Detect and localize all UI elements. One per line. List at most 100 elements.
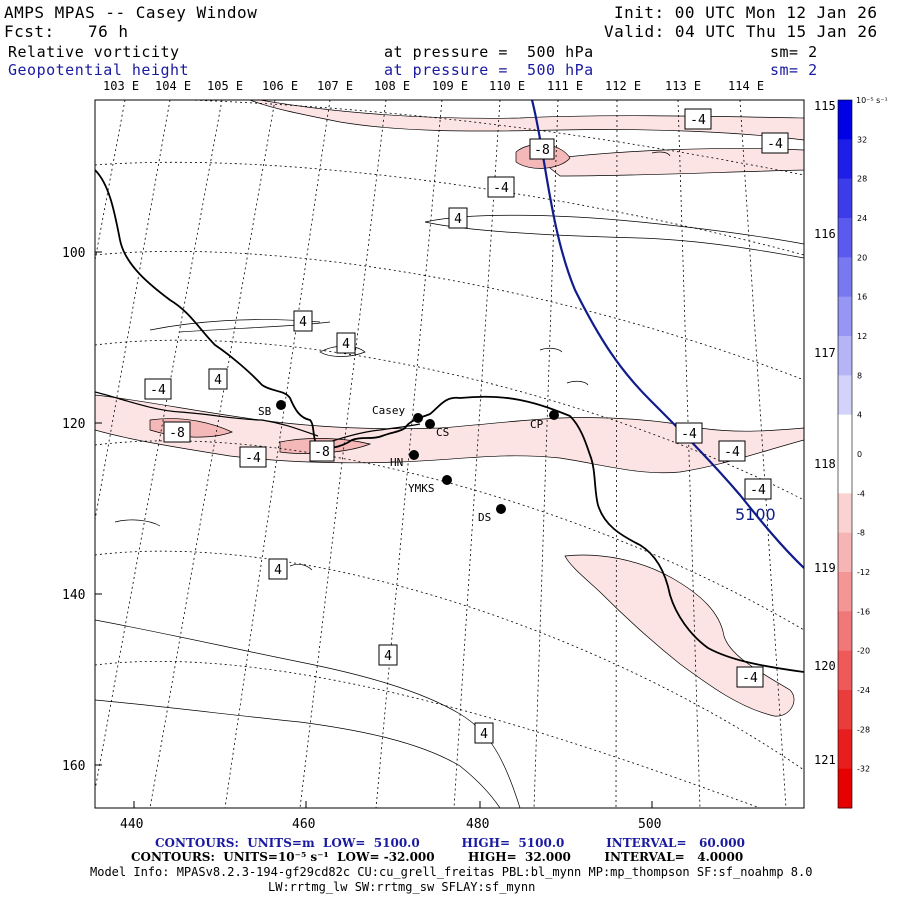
- meridian-line: [95, 100, 223, 791]
- parallel-line: [95, 161, 804, 256]
- station-marker: [413, 413, 423, 423]
- station-marker: [276, 400, 286, 410]
- station-marker: [549, 410, 559, 420]
- colorbar-segment: [838, 768, 852, 809]
- colorbar-label: -28: [857, 725, 870, 734]
- colorbar-segment: [838, 218, 852, 258]
- svg-text:4: 4: [384, 649, 392, 664]
- axis-ticks: [95, 251, 653, 808]
- meridian-line: [95, 100, 171, 521]
- colorbar-label: 32: [857, 135, 867, 144]
- axis-labels: 100 120 140 160 440 460 480 500: [62, 246, 661, 832]
- lon-label: 113 E: [665, 79, 701, 93]
- field2-name: Geopotential height: [8, 61, 190, 79]
- vort-contour: [289, 564, 313, 571]
- field1-level: at pressure = 500 hPa: [384, 43, 594, 61]
- contour-label: -4: [144, 378, 172, 400]
- vort-contour: [424, 214, 804, 245]
- colorbar-segment: [838, 139, 852, 180]
- contour-label: -4: [761, 132, 789, 154]
- station-marker: [425, 419, 435, 429]
- x-tick-label: 440: [120, 817, 143, 832]
- lon-label: 103 E: [103, 79, 139, 93]
- meridian-line: [615, 100, 618, 808]
- contour-label: 4: [336, 332, 356, 354]
- svg-text:-8: -8: [169, 426, 185, 441]
- svg-text:4: 4: [480, 727, 488, 742]
- colorbar-segment: [838, 454, 852, 494]
- station-label: SB: [258, 405, 272, 418]
- meridian-line: [224, 100, 331, 808]
- vort-contour: [95, 699, 501, 808]
- svg-text:4: 4: [274, 563, 282, 578]
- lon-label: 109 E: [432, 79, 468, 93]
- colorbar-label: 24: [857, 214, 867, 223]
- colorbar-label: 20: [857, 253, 867, 262]
- x-tick-label: 460: [292, 817, 315, 832]
- lon-label: 107 E: [317, 79, 353, 93]
- svg-text:-4: -4: [681, 427, 697, 442]
- colorbar-label: -12: [857, 568, 870, 577]
- svg-text:-8: -8: [314, 445, 330, 460]
- colorbar-frame: [837, 99, 853, 809]
- plot-frame: [94, 99, 805, 809]
- parallel-line: [95, 251, 804, 381]
- contour-label: -8: [309, 440, 335, 462]
- vort-contour: [179, 321, 331, 333]
- colorbar-label: 4: [857, 411, 862, 420]
- colorbar-label: 16: [857, 293, 867, 302]
- field1-name: Relative vorticity: [8, 43, 180, 61]
- vort-band-south: [564, 554, 795, 717]
- station-label: CP: [530, 418, 544, 431]
- negative-vorticity-areas: [95, 100, 804, 717]
- contour-label: 4: [268, 558, 288, 580]
- contour-label: -4: [675, 422, 703, 444]
- colorbar-label: -4: [857, 489, 865, 498]
- lon-label: 108 E: [374, 79, 410, 93]
- station-label: Casey: [372, 404, 405, 417]
- vort-band-north2: [539, 148, 804, 177]
- svg-text:4: 4: [454, 212, 462, 227]
- vort-contour: [539, 347, 563, 353]
- meridian-line: [375, 100, 443, 808]
- vort-contour: [95, 619, 521, 808]
- colorbar-segment: [838, 414, 852, 455]
- colorbar-segment: [838, 611, 852, 652]
- field2-smoothing: sm= 2: [770, 61, 818, 79]
- y-tick-label: 100: [62, 246, 85, 261]
- footer-height-contours: CONTOURS: UNITS=m LOW= 5100.0 HIGH= 5100…: [155, 836, 745, 850]
- parallel-line: [189, 100, 804, 176]
- colorbar-label: 0: [857, 450, 862, 459]
- colorbar-segment: [838, 257, 852, 298]
- meridian-line: [95, 100, 126, 261]
- svg-text:-4: -4: [690, 113, 706, 128]
- contour-label: 4: [448, 207, 468, 229]
- init-time: Init: 00 UTC Mon 12 Jan 26: [614, 3, 878, 22]
- colorbar-segment: [838, 493, 852, 534]
- footer-model-info: Model Info: MPASv8.2.3-194-gf29cd82c CU:…: [90, 865, 813, 879]
- meridian-line: [677, 100, 701, 808]
- lon-label: 112 E: [605, 79, 641, 93]
- station-marker: [496, 504, 506, 514]
- contour-label: -4: [239, 446, 267, 468]
- svg-text:-4: -4: [767, 137, 783, 152]
- colorbar-label: -20: [857, 647, 870, 656]
- forecast-hours: 76 h: [88, 22, 129, 41]
- contour-label: 4: [378, 644, 398, 666]
- model-title: AMPS MPAS -- Casey Window: [4, 3, 258, 22]
- ice-shelf-edge: [95, 391, 421, 447]
- contour-label: 4: [293, 310, 313, 332]
- stations: SB Casey CS HN YMKS CP DS: [258, 400, 559, 524]
- y-tick-label: 140: [62, 588, 85, 603]
- longitude-labels-top: 103 E 104 E 105 E 106 E 107 E 108 E 109 …: [103, 79, 764, 93]
- colorbar-segment: [838, 729, 852, 770]
- contour-label: -8: [163, 421, 191, 443]
- contour-label: -4: [684, 108, 712, 130]
- station-label: DS: [478, 511, 491, 524]
- svg-text:-4: -4: [742, 671, 758, 686]
- lon-label: 111 E: [547, 79, 583, 93]
- lon-label: 114 E: [728, 79, 764, 93]
- vort-contour: [424, 221, 804, 259]
- colorbar-segment: [838, 296, 852, 337]
- station-marker: [409, 450, 419, 460]
